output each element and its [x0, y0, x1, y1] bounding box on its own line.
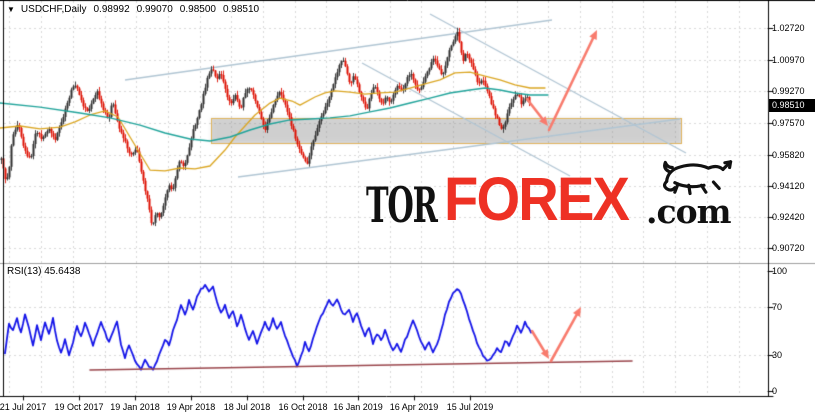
date-axis-label: 15 Jul 2019 — [446, 402, 494, 412]
price-axis-label: 0.92420 — [772, 212, 805, 222]
bull-icon — [662, 160, 732, 196]
price-axis-label: 0.90720 — [772, 243, 805, 253]
rsi-indicator-label: RSI(13) 45.6438 — [7, 266, 81, 277]
chevron-down-icon[interactable]: ▼ — [7, 5, 15, 14]
rsi-axis-label: 70 — [772, 302, 783, 312]
symbol-header: ▼ USDCHF,Daily 0.98992 0.99070 0.98500 0.9851… — [7, 4, 259, 15]
watermark-com: .com — [646, 191, 732, 231]
ohlc-close: 0.98510 — [222, 4, 260, 15]
ohlc-open: 0.98992 — [93, 4, 130, 15]
date-axis-label: 18 Jul 2018 — [223, 402, 271, 412]
symbol-label: USDCHF,Daily — [20, 4, 87, 15]
rsi-axis-label: 0 — [772, 386, 778, 396]
rsi-axis-label: 30 — [772, 350, 783, 360]
price-axis-label: 0.99270 — [772, 86, 805, 96]
price-axis-label: 0.97570 — [772, 118, 805, 128]
current-price-tag: 0.98510 — [769, 99, 815, 112]
date-axis-label: 16 Apr 2019 — [389, 402, 439, 412]
watermark-forex: FOREX — [443, 165, 630, 234]
ohlc-high: 0.99070 — [136, 4, 173, 15]
price-axis-label: 0.94120 — [772, 181, 805, 191]
watermark-tor: TOR — [366, 175, 438, 234]
price-axis-label: 1.00970 — [772, 55, 805, 65]
date-axis-label: 19 Jan 2018 — [110, 402, 160, 412]
date-axis-label: 21 Jul 2017 — [0, 402, 47, 412]
rsi-axis-label: 100 — [772, 266, 788, 276]
price-axis-label: 1.02720 — [772, 23, 805, 33]
date-axis-label: 16 Oct 2018 — [278, 402, 328, 412]
ohlc-low: 0.98500 — [179, 4, 216, 15]
watermark: TOR FOREX .com — [366, 158, 732, 234]
date-axis-label: 19 Apr 2018 — [166, 402, 216, 412]
date-axis-label: 19 Oct 2017 — [54, 402, 104, 412]
price-axis-label: 0.95820 — [772, 150, 805, 160]
date-axis-label: 16 Jan 2019 — [333, 402, 383, 412]
